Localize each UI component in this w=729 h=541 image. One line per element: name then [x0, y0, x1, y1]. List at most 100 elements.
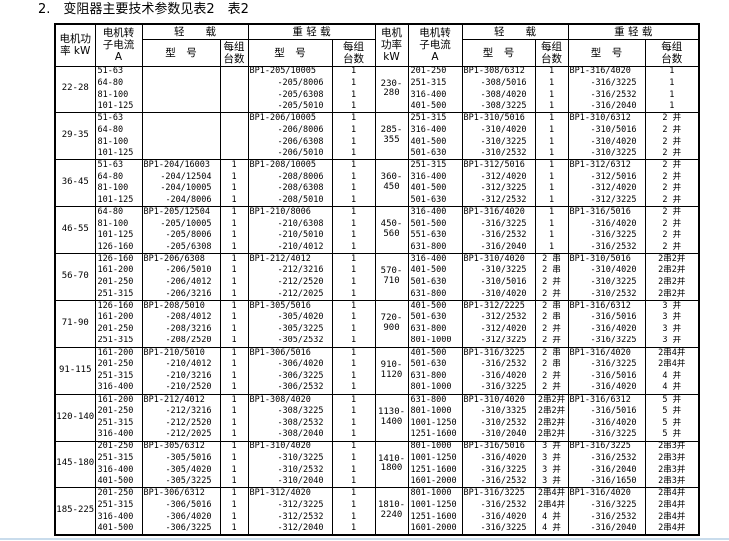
heavy-model-cell: -310/2532	[567, 288, 646, 301]
light-model-cell: -208/4012	[141, 312, 221, 324]
light-model-cell: -316/2532	[461, 476, 536, 488]
current-cell: 161-200	[94, 312, 143, 324]
current-cell: 801-1000	[407, 440, 463, 453]
header-model-2: 型 号	[247, 38, 333, 67]
header-motor-power-left: 电机功 率 kW	[54, 23, 96, 67]
current-cell: 316-400	[94, 511, 143, 524]
heavy-model-cell: -316/3225	[567, 77, 646, 90]
header-units-1: 每组 台数	[219, 38, 249, 67]
heavy-model-cell: -310/2532	[247, 464, 333, 477]
header-row-1: 电机功 率 kW 电机转 子电流 A 轻 载 重 轻 载 电机 功率 kW 电机…	[54, 23, 700, 67]
current-cell: 401-500	[407, 101, 463, 113]
light-model-cell: -305/5016	[141, 452, 221, 465]
light-units-cell: 1	[219, 487, 249, 500]
power-cell: 1130- 1400	[374, 393, 409, 441]
light-model-cell: -316/4020	[461, 511, 536, 524]
light-units-cell: 1	[534, 101, 569, 113]
light-model-cell: -310/4020	[461, 288, 536, 301]
current-cell: 201-250	[94, 358, 143, 371]
light-model-cell: -312/3225	[461, 183, 536, 195]
table-row: 91-115 161-200 BP1-210/5010 1 BP1-306/5016 1 9…	[54, 346, 700, 395]
table-body: 22-28 51-63 BP1-205/10005 1 230- 280 201-250 B…	[54, 65, 700, 535]
heavy-units-cell: 1	[331, 393, 376, 406]
current-cell: 201-250	[94, 276, 143, 289]
light-units-cell: 2 并	[534, 335, 569, 348]
heavy-units-cell: 2串4并	[644, 358, 700, 371]
current-cell: 1001-1250	[407, 452, 463, 465]
light-model-cell: -306/5016	[141, 499, 221, 512]
current-cell: 801-1000	[407, 405, 463, 418]
light-units-cell	[219, 65, 249, 78]
light-model-cell: BP1-305/6312	[141, 440, 221, 453]
light-model-cell: BP1-312/2225	[461, 299, 536, 313]
header-row-2: 型 号 每组 台数 型 号 每组 台数 型 号 每组 台数 型 号 每组 台数	[55, 38, 700, 67]
current-cell: 401-500	[407, 299, 463, 313]
heavy-units-cell: 5 并	[644, 393, 700, 406]
light-model-cell: -212/3216	[141, 405, 221, 418]
current-cell: 801-1000	[407, 487, 463, 500]
power-cell: 360- 450	[374, 159, 409, 207]
light-model-cell: BP1-210/5010	[141, 346, 221, 359]
light-model-cell	[141, 77, 221, 90]
light-units-cell: 4 并	[534, 523, 569, 535]
heavy-model-cell: -316/4020	[567, 218, 646, 231]
heavy-units-cell: 2串2并	[644, 276, 700, 289]
current-cell: 51-63	[94, 112, 143, 125]
light-model-cell: BP1-308/6312	[461, 65, 536, 78]
light-model-cell: -305/3225	[141, 476, 221, 488]
heavy-units-cell: 2串3并	[644, 476, 700, 488]
heavy-model-cell: -212/3216	[247, 265, 333, 277]
light-model-cell: BP1-306/6312	[141, 487, 221, 500]
table-row: 29-35 51-63 BP1-206/10005 1 285- 355 251-315 B…	[54, 112, 700, 160]
light-units-cell: 1	[534, 112, 569, 125]
heavy-model-cell: -316/3225	[567, 429, 646, 441]
current-cell: 316-400	[94, 382, 143, 395]
light-units-cell: 1	[219, 499, 249, 512]
light-model-cell: -312/2532	[461, 194, 536, 207]
power-cell: 570- 710	[374, 253, 409, 301]
heavy-model-cell: -312/5016	[567, 171, 646, 184]
header-model-1: 型 号	[141, 38, 221, 67]
heavy-units-cell: 1	[331, 523, 376, 535]
heavy-units-cell: 1	[331, 253, 376, 266]
power-cell: 1410- 1800	[374, 440, 409, 488]
heavy-model-cell: -306/2532	[247, 382, 333, 395]
heavy-units-cell: 4 并	[644, 382, 700, 395]
heavy-units-cell: 1	[331, 476, 376, 488]
table-row: 101-125 -205/5010 1 401-500 -308/3225 1 -316/2…	[55, 101, 700, 113]
heavy-units-cell: 4 并	[644, 370, 700, 383]
heavy-model-cell: -308/3225	[247, 405, 333, 418]
light-units-cell: 1	[534, 136, 569, 149]
heavy-model-cell: -316/1650	[567, 476, 646, 488]
heavy-units-cell: 2 并	[644, 159, 700, 172]
heavy-units-cell: 2 并	[644, 241, 700, 254]
heavy-units-cell: 1	[331, 417, 376, 430]
light-units-cell: 1	[534, 124, 569, 137]
light-model-cell: -316/2040	[461, 241, 536, 254]
table-row: 251-315 -206/3216 1 -212/2025 1 631-800 -310/4…	[55, 288, 700, 301]
current-cell: 401-500	[94, 476, 143, 488]
heavy-model-cell: BP1-210/8006	[247, 206, 333, 219]
light-units-cell: 1	[219, 464, 249, 477]
light-model-cell: -316/3225	[461, 464, 536, 477]
light-units-cell: 2串2并	[534, 405, 569, 418]
heavy-model-cell: -316/5016	[567, 312, 646, 324]
heavy-units-cell: 2串3并	[644, 452, 700, 465]
light-model-cell	[141, 148, 221, 160]
heavy-model-cell: BP1-310/5016	[567, 253, 646, 266]
current-cell: 401-500	[94, 523, 143, 535]
heavy-units-cell: 1	[331, 440, 376, 453]
table-row: 316-400 -305/4020 1 -310/2532 1 1251-1600 -316…	[55, 464, 700, 477]
light-units-cell: 2串2并	[534, 393, 569, 406]
power-cell: 36-45	[54, 159, 96, 207]
heavy-model-cell: -316/4020	[567, 417, 646, 430]
heavy-units-cell: 1	[331, 65, 376, 78]
light-units-cell: 2 串	[534, 253, 569, 266]
current-cell: 251-315	[94, 288, 143, 301]
current-cell: 801-1000	[407, 335, 463, 348]
power-cell: 29-35	[54, 112, 96, 160]
light-units-cell: 2 串	[534, 265, 569, 277]
current-cell: 401-500	[407, 346, 463, 359]
table-row: 251-315 -210/3216 1 -306/3225 1 631-800 -316/4…	[55, 370, 700, 383]
heavy-model-cell: -210/4012	[247, 241, 333, 254]
